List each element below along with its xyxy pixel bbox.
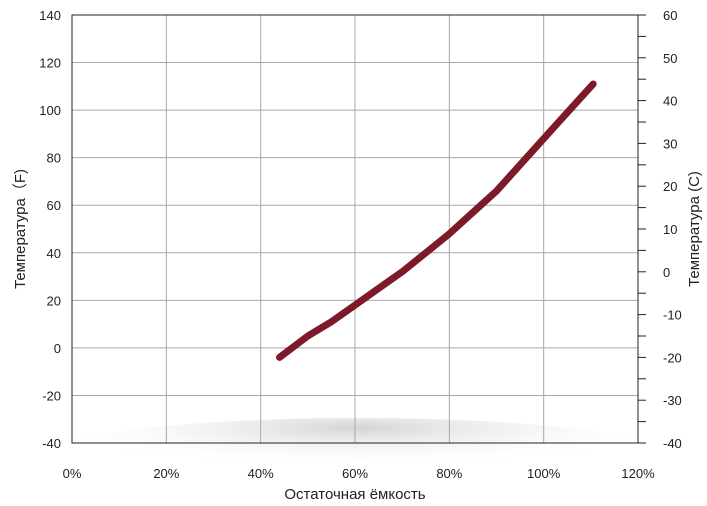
right-axis-tick-marks: [638, 14, 646, 444]
grid-lines: [72, 15, 638, 443]
left-tick-label: 60: [47, 198, 61, 213]
right-tick-label: -30: [663, 393, 682, 408]
right-tick-label: 60: [663, 8, 677, 23]
right-tick-label: -40: [663, 436, 682, 451]
series-layer: [276, 80, 597, 361]
left-tick-label: 20: [47, 293, 61, 308]
left-axis-title: Температура（F): [12, 169, 29, 289]
right-tick-label: 50: [663, 51, 677, 66]
x-tick-label: 0%: [63, 466, 82, 481]
right-tick-label: -20: [663, 350, 682, 365]
left-axis-tick-labels: 140 120 100 80 60 40 20 0 -20 -40: [39, 8, 61, 451]
x-axis-tick-labels: 0% 20% 40% 60% 80% 100% 120%: [63, 466, 655, 481]
left-tick-label: -20: [42, 388, 61, 403]
left-tick-label: 0: [54, 341, 61, 356]
x-tick-label: 120%: [621, 466, 655, 481]
x-tick-label: 80%: [436, 466, 462, 481]
left-tick-label: 100: [39, 103, 61, 118]
right-tick-label: -10: [663, 308, 682, 323]
x-axis-title: Остаточная ёмкость: [284, 486, 425, 503]
x-tick-label: 100%: [527, 466, 561, 481]
right-tick-label: 30: [663, 136, 677, 151]
left-tick-label: 40: [47, 246, 61, 261]
series-line: [276, 80, 597, 361]
right-axis-tick-labels: 60 50 40 30 20 10 0 -10 -20 -30 -40: [663, 8, 682, 451]
left-tick-label: 140: [39, 8, 61, 23]
left-tick-label: 80: [47, 151, 61, 166]
x-tick-label: 60%: [342, 466, 368, 481]
right-tick-label: 20: [663, 179, 677, 194]
x-tick-label: 40%: [248, 466, 274, 481]
right-tick-label: 40: [663, 94, 677, 109]
right-axis-title: Температура (C): [686, 171, 703, 287]
right-tick-label: 10: [663, 222, 677, 237]
x-tick-label: 20%: [153, 466, 179, 481]
plot-floor-shadow: [58, 418, 658, 486]
right-tick-label: 0: [663, 265, 670, 280]
left-tick-label: -40: [42, 436, 61, 451]
left-tick-label: 120: [39, 56, 61, 71]
